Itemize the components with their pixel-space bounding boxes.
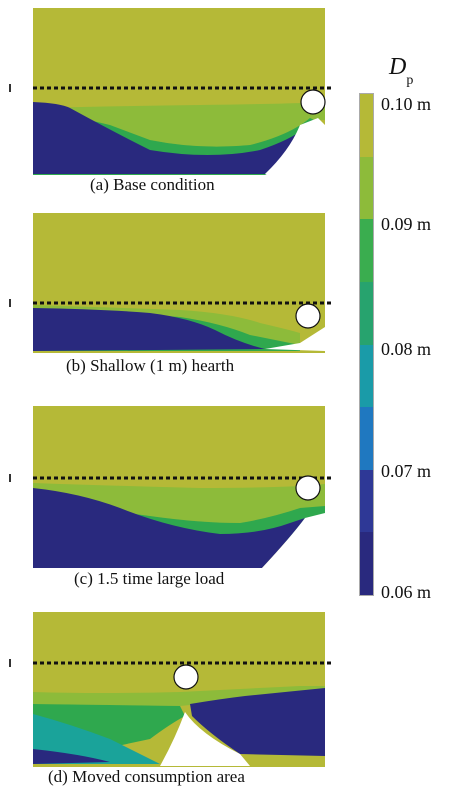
colorbar-segment xyxy=(360,281,373,345)
colorbar-label: 0.10 m xyxy=(381,94,432,114)
panel-caption: (b) Shallow (1 m) hearth xyxy=(66,356,235,375)
colorbar-segment xyxy=(360,156,373,220)
empty-void-region xyxy=(160,712,250,766)
colorbar-label: 0.08 m xyxy=(381,339,432,359)
empty-void-region xyxy=(265,327,325,351)
consumption-area-circle xyxy=(300,89,326,115)
tick-mark xyxy=(9,474,11,482)
lightgreen-layer xyxy=(33,686,325,706)
empty-void-region xyxy=(262,513,325,568)
panel-c-plot xyxy=(33,406,332,568)
colorbar xyxy=(359,93,374,596)
tick-mark xyxy=(9,84,11,92)
colorbar-label: 0.07 m xyxy=(381,461,432,481)
panel-d-plot xyxy=(33,612,332,767)
colorbar-label: 0.09 m xyxy=(381,214,432,234)
tick-mark xyxy=(9,299,11,307)
lightgreen-layer xyxy=(33,100,325,147)
colorbar-segment xyxy=(360,219,373,282)
colorbar-label: 0.06 m xyxy=(381,582,432,602)
consumption-area-circle xyxy=(295,303,321,329)
panel-caption: (c) 1.5 time large load xyxy=(74,569,225,588)
colorbar-segment xyxy=(360,469,373,533)
colorbar-segment xyxy=(360,532,373,595)
colorbar-title: Dp xyxy=(389,54,413,87)
navy-lower-region xyxy=(33,308,265,351)
navy-right-region xyxy=(190,688,325,756)
colorbar-segment xyxy=(360,94,373,157)
navy-left-region xyxy=(33,749,110,764)
colorbar-symbol: D xyxy=(389,54,407,80)
panel-a-plot xyxy=(33,8,332,175)
empty-void-region xyxy=(265,118,325,174)
teal-layer xyxy=(33,714,160,764)
colorbar-subscript: p xyxy=(406,72,414,88)
navy-lower-region xyxy=(33,488,305,568)
panel-b: (b) Shallow (1 m) hearth xyxy=(0,205,449,390)
lightgreen-layer xyxy=(33,483,325,523)
tick-mark xyxy=(9,659,11,667)
panel-caption: (a) Base condition xyxy=(90,175,215,194)
panel-d: (d) Moved consumption area xyxy=(0,604,449,791)
panel-caption: (d) Moved consumption area xyxy=(48,767,245,786)
panel-c: (c) 1.5 time large load xyxy=(0,398,449,598)
colorbar-segment xyxy=(360,407,373,470)
navy-lower-region xyxy=(33,102,310,174)
panel-b-plot xyxy=(33,213,332,353)
consumption-area-circle xyxy=(295,475,321,501)
consumption-area-circle xyxy=(173,664,199,690)
colorbar-segment xyxy=(360,344,373,408)
panel-a: (a) Base condition xyxy=(0,0,449,200)
